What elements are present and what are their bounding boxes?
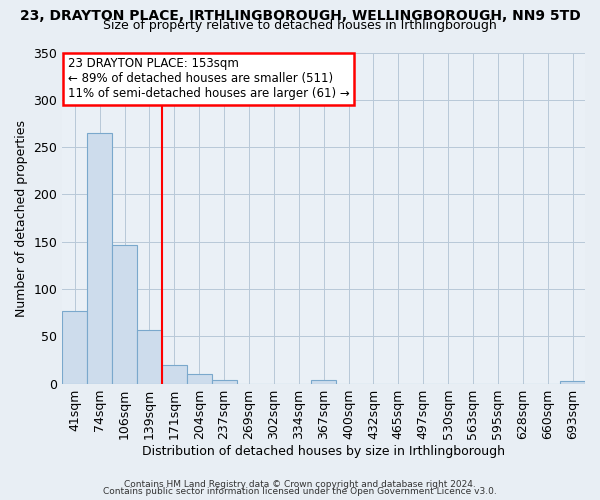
X-axis label: Distribution of detached houses by size in Irthlingborough: Distribution of detached houses by size … [142,444,505,458]
Y-axis label: Number of detached properties: Number of detached properties [15,120,28,316]
Bar [112,246,137,384]
Bar [137,330,162,384]
Bar [162,364,187,384]
Bar [87,133,112,384]
Bar [212,380,236,384]
Text: 23, DRAYTON PLACE, IRTHLINGBOROUGH, WELLINGBOROUGH, NN9 5TD: 23, DRAYTON PLACE, IRTHLINGBOROUGH, WELL… [20,9,580,23]
Text: Contains public sector information licensed under the Open Government Licence v3: Contains public sector information licen… [103,487,497,496]
Bar [62,310,87,384]
Text: 23 DRAYTON PLACE: 153sqm
← 89% of detached houses are smaller (511)
11% of semi-: 23 DRAYTON PLACE: 153sqm ← 89% of detach… [68,58,349,100]
Text: Size of property relative to detached houses in Irthlingborough: Size of property relative to detached ho… [103,19,497,32]
Text: Contains HM Land Registry data © Crown copyright and database right 2024.: Contains HM Land Registry data © Crown c… [124,480,476,489]
Bar [311,380,336,384]
Bar [187,374,212,384]
Bar [560,380,585,384]
